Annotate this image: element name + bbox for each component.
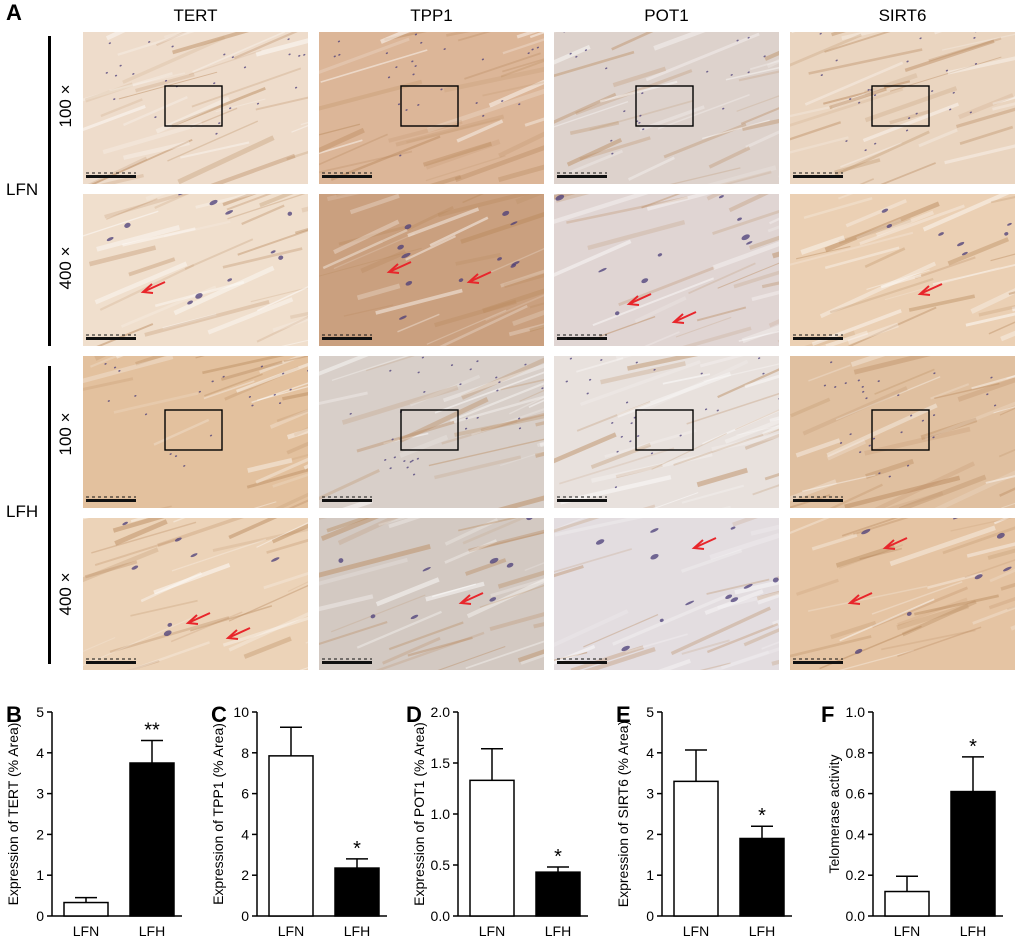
panel-letter-e: E xyxy=(616,702,631,727)
bar-chart-f: F 0.0 0.2 0.4 0.6 0.8 1.0 Telomerase activity LF… xyxy=(821,702,1003,939)
bar-lfn xyxy=(673,780,719,917)
mag-label-lfh-100: 100 × xyxy=(56,412,75,456)
y-axis-label: Telomerase activity xyxy=(826,754,842,873)
y-tick-label: 10 xyxy=(233,704,249,720)
bar-lfn xyxy=(884,890,930,917)
y-axis-label: Expression of SIRT6 (% Area) xyxy=(615,721,631,907)
y-tick-label: 8 xyxy=(241,745,249,761)
y-tick-label: 2 xyxy=(241,867,249,883)
y-tick-label: 3 xyxy=(36,786,44,802)
micrograph-tpp1-lfn_100 xyxy=(319,32,544,184)
x-tick-label: LFN xyxy=(278,923,304,939)
y-tick-label: 0 xyxy=(36,908,44,924)
group-label-lfn: LFN xyxy=(6,180,39,199)
y-tick-label: 0.5 xyxy=(431,857,451,873)
micrograph-tpp1-lfh_100 xyxy=(319,356,544,508)
bar-lfh xyxy=(950,790,996,917)
y-tick-label: 2 xyxy=(36,826,44,842)
y-tick-label: 6 xyxy=(241,786,249,802)
y-tick-label: 0.6 xyxy=(846,786,866,802)
bar-lfn xyxy=(469,779,515,917)
y-tick-label: 1.0 xyxy=(431,806,451,822)
bar-lfh xyxy=(739,837,785,917)
y-tick-label: 0.0 xyxy=(431,908,451,924)
x-tick-label: LFH xyxy=(139,923,165,939)
y-tick-label: 2 xyxy=(646,826,654,842)
micrograph-tpp1-lfn_400 xyxy=(319,194,544,346)
micrograph-tpp1-lfh_400 xyxy=(319,518,544,670)
bar-lfh xyxy=(535,871,581,917)
column-title-pot1: POT1 xyxy=(644,6,689,25)
mag-label-lfn-100: 100 × xyxy=(56,84,75,128)
y-tick-label: 5 xyxy=(36,704,44,720)
bar-lfh xyxy=(129,762,175,917)
x-tick-label: LFH xyxy=(344,923,370,939)
y-tick-label: 1.0 xyxy=(846,704,866,720)
group-label-lfh: LFH xyxy=(6,502,39,521)
micrograph-tert-lfh_400 xyxy=(83,518,308,670)
mag-label-lfn-400: 400 × xyxy=(56,246,75,290)
micrograph-pot1-lfn_100 xyxy=(554,32,779,184)
x-tick-label: LFN xyxy=(894,923,920,939)
y-tick-label: 4 xyxy=(646,745,654,761)
y-tick-label: 4 xyxy=(241,826,249,842)
significance-marker: * xyxy=(353,838,361,860)
mag-label-lfh-400: 400 × xyxy=(56,572,75,616)
y-tick-label: 0.4 xyxy=(846,826,866,842)
significance-marker: ** xyxy=(144,720,160,742)
significance-marker: * xyxy=(758,805,766,827)
y-tick-label: 5 xyxy=(646,704,654,720)
y-tick-label: 0 xyxy=(241,908,249,924)
group-bracket-lfn xyxy=(48,36,51,346)
micrograph-sirt6-lfh_100 xyxy=(790,356,1015,508)
x-tick-label: LFH xyxy=(749,923,775,939)
y-tick-label: 0.2 xyxy=(846,867,866,883)
bar-lfh xyxy=(334,867,380,917)
significance-marker: * xyxy=(554,846,562,868)
micrograph-pot1-lfh_400 xyxy=(554,518,779,670)
bar-chart-b: B 0 1 2 3 4 5 Expression of TERT (% Area) LFN LFH… xyxy=(5,702,182,939)
group-bracket-lfh xyxy=(48,366,51,664)
x-tick-label: LFH xyxy=(545,923,571,939)
bar-chart-e: E 0 1 2 3 4 5 Expression of SIRT6 (% Area) LFN LF… xyxy=(615,702,792,939)
x-tick-label: LFN xyxy=(73,923,99,939)
y-tick-label: 4 xyxy=(36,745,44,761)
column-title-sirt6: SIRT6 xyxy=(878,6,927,25)
micrograph-pot1-lfh_100 xyxy=(554,356,779,508)
y-tick-label: 2.0 xyxy=(431,704,451,720)
y-tick-label: 3 xyxy=(646,786,654,802)
column-title-tert: TERT xyxy=(173,6,218,25)
y-tick-label: 1 xyxy=(646,867,654,883)
y-tick-label: 1.5 xyxy=(431,755,451,771)
micrograph-sirt6-lfn_400 xyxy=(790,194,1015,346)
panel-letter-b: B xyxy=(6,702,22,727)
y-tick-label: 1 xyxy=(36,867,44,883)
significance-marker: * xyxy=(969,736,977,758)
micrograph-tert-lfn_400 xyxy=(83,194,308,346)
x-tick-label: LFN xyxy=(479,923,505,939)
y-axis-label: Expression of TERT (% Area) xyxy=(5,723,21,906)
x-tick-label: LFH xyxy=(960,923,986,939)
y-axis-label: Expression of POT1 (% Area) xyxy=(411,722,427,906)
micrograph-sirt6-lfn_100 xyxy=(790,32,1015,184)
bar-chart-c: C 0 2 4 6 8 10 Expression of TPP1 (% Area) LFN LF… xyxy=(210,702,387,939)
micrograph-sirt6-lfh_400 xyxy=(790,518,1015,670)
panel-letter-c: C xyxy=(211,702,227,727)
micrograph-tert-lfn_100 xyxy=(83,32,308,184)
bar-lfn xyxy=(268,755,314,917)
panel-letter-d: D xyxy=(406,702,422,727)
y-axis-label: Expression of TPP1 (% Area) xyxy=(210,723,226,905)
micrograph-pot1-lfn_400 xyxy=(554,194,779,346)
panel-a-letter: A xyxy=(6,0,22,25)
micrograph-tert-lfh_100 xyxy=(83,356,308,508)
x-tick-label: LFN xyxy=(683,923,709,939)
y-tick-label: 0 xyxy=(646,908,654,924)
bar-lfn xyxy=(63,901,109,917)
panel-letter-f: F xyxy=(821,702,834,727)
y-tick-label: 0.8 xyxy=(846,745,866,761)
y-tick-label: 0.0 xyxy=(846,908,866,924)
column-title-tpp1: TPP1 xyxy=(410,6,453,25)
